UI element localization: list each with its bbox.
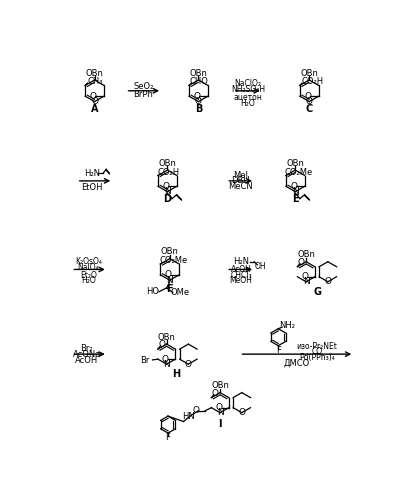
Text: OMe: OMe [170,288,189,297]
Text: OBn: OBn [158,158,176,168]
Text: O: O [162,182,170,191]
Text: O: O [304,92,311,100]
Text: O: O [290,182,297,191]
Text: OBn: OBn [158,332,175,342]
Text: CO₂Me: CO₂Me [160,256,188,266]
Text: AcOH: AcOH [231,265,251,274]
Text: NaIO₄: NaIO₄ [77,262,99,272]
Text: O: O [193,406,199,415]
Text: MeOH: MeOH [229,276,252,285]
Text: O: O [185,360,192,368]
Text: OBn: OBn [297,250,315,260]
Text: NaClO₂: NaClO₂ [235,80,262,88]
Text: CO₂H: CO₂H [158,168,180,177]
Text: O: O [195,97,202,106]
Text: Pd(PPh₃)₄: Pd(PPh₃)₄ [299,352,335,362]
Text: O: O [238,408,245,417]
Text: OBn: OBn [86,68,104,78]
Text: O: O [165,270,172,280]
Text: O: O [162,354,169,364]
Text: AcONa: AcONa [73,350,101,358]
Text: N: N [164,187,171,196]
Text: DBU: DBU [231,176,250,186]
Text: H₂O: H₂O [241,98,255,108]
Text: F: F [166,433,170,442]
Text: NH₂SO₃H: NH₂SO₃H [231,85,265,94]
Text: H: H [172,369,180,379]
Text: HO: HO [146,288,159,296]
Text: E: E [292,194,299,204]
Text: MeCN: MeCN [228,182,252,191]
Text: B: B [195,104,202,115]
Text: BrPh: BrPh [133,90,153,99]
Text: N: N [163,360,170,368]
Text: H₂O: H₂O [81,276,96,285]
Text: MeI: MeI [233,171,248,180]
Text: N: N [217,408,224,417]
Text: O: O [91,97,98,106]
Text: CHCl₃: CHCl₃ [230,271,252,280]
Text: CO₂Me: CO₂Me [285,168,313,177]
Text: N: N [292,187,299,196]
Text: NH₂: NH₂ [279,321,295,330]
Text: H₂N: H₂N [233,257,249,266]
Text: O: O [158,340,165,349]
Text: O: O [306,97,313,106]
Text: F: F [276,346,281,355]
Text: O: O [301,272,308,281]
Text: K₂OsO₄: K₂OsO₄ [75,257,102,266]
Text: I: I [218,419,222,429]
Text: H₂N: H₂N [84,168,100,177]
Text: D: D [164,194,172,204]
Text: OBn: OBn [286,158,304,168]
Text: OBn: OBn [300,68,318,78]
Text: O: O [212,388,219,398]
Text: SeO₂: SeO₂ [133,82,154,90]
Text: O: O [215,403,222,412]
Text: CO₂H: CO₂H [301,77,323,86]
Text: OBn: OBn [161,247,179,256]
Text: OBn: OBn [211,381,229,390]
Text: O: O [90,92,96,100]
Text: O: O [298,258,305,266]
Text: N: N [166,276,173,284]
Text: O: O [324,278,331,286]
Text: OBn: OBn [189,68,207,78]
Text: изо-Pr₂NEt: изо-Pr₂NEt [297,342,337,351]
Text: HN: HN [182,412,195,422]
Text: CHO: CHO [189,77,208,86]
Text: O: O [193,92,200,100]
Text: F: F [166,284,173,294]
Text: Br₂: Br₂ [81,344,93,353]
Text: EtOH: EtOH [81,184,103,192]
Text: G: G [313,287,321,297]
Text: A: A [91,104,98,115]
Text: C: C [306,104,313,115]
Text: N: N [303,278,310,286]
Text: Et₂O: Et₂O [80,271,97,280]
Text: ацетон: ацетон [233,92,262,102]
Text: Br: Br [140,356,149,365]
Text: OH: OH [254,262,266,271]
Text: CO: CO [311,348,322,356]
Text: ДМСО: ДМСО [284,359,310,368]
Text: CH₃: CH₃ [87,77,102,86]
Text: AcOH: AcOH [75,356,98,365]
